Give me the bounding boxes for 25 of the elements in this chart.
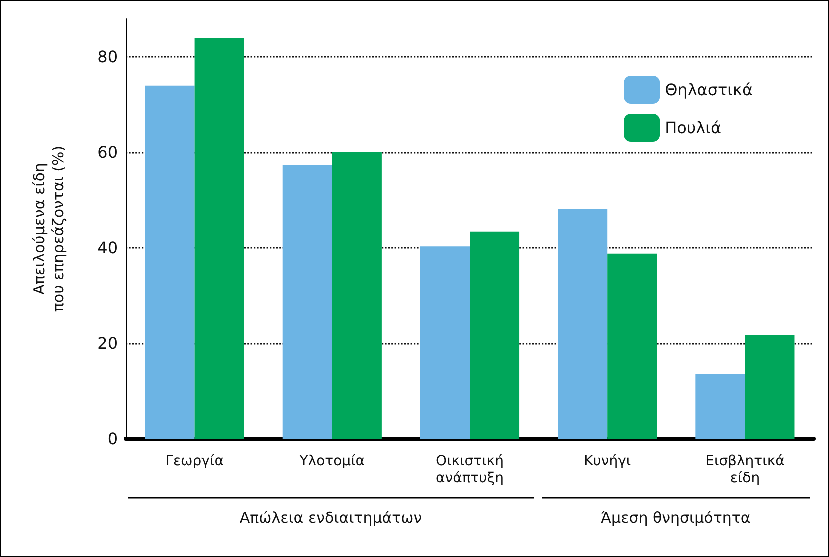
bar xyxy=(145,86,195,439)
bar xyxy=(696,374,746,439)
legend-label: Θηλαστικά xyxy=(665,80,754,100)
bar xyxy=(608,254,658,439)
y-tick-label: 20 xyxy=(98,334,118,354)
x-tick-label: Υλοτομία xyxy=(298,454,366,470)
bar xyxy=(332,152,382,439)
bar xyxy=(558,208,608,439)
text: Άμεση θνησιμότητα xyxy=(601,509,751,527)
x-tick-label: Κυνήγι xyxy=(584,454,632,470)
bar xyxy=(420,246,470,439)
bar xyxy=(470,232,520,439)
x-tick-label: Οικιστική ανάπτυξη xyxy=(436,454,504,486)
y-tick-label: 40 xyxy=(98,238,118,258)
bar xyxy=(194,38,244,439)
x-tick-label: Εισβλητικά είδη xyxy=(706,454,785,486)
y-tick-label: 80 xyxy=(98,48,118,67)
x-tick-label: Γεωργία xyxy=(166,454,224,470)
y-axis-title: Απειλούμενα είδη που επηρεάζονται (%) xyxy=(30,146,68,312)
text: Απώλεια ενδιαιτημάτων xyxy=(240,509,422,527)
y-tick-label: 60 xyxy=(98,143,118,162)
bar xyxy=(282,165,332,439)
y-tick-label: 0 xyxy=(108,430,118,448)
bar xyxy=(745,335,795,439)
legend-label: Πουλιά xyxy=(665,118,722,138)
